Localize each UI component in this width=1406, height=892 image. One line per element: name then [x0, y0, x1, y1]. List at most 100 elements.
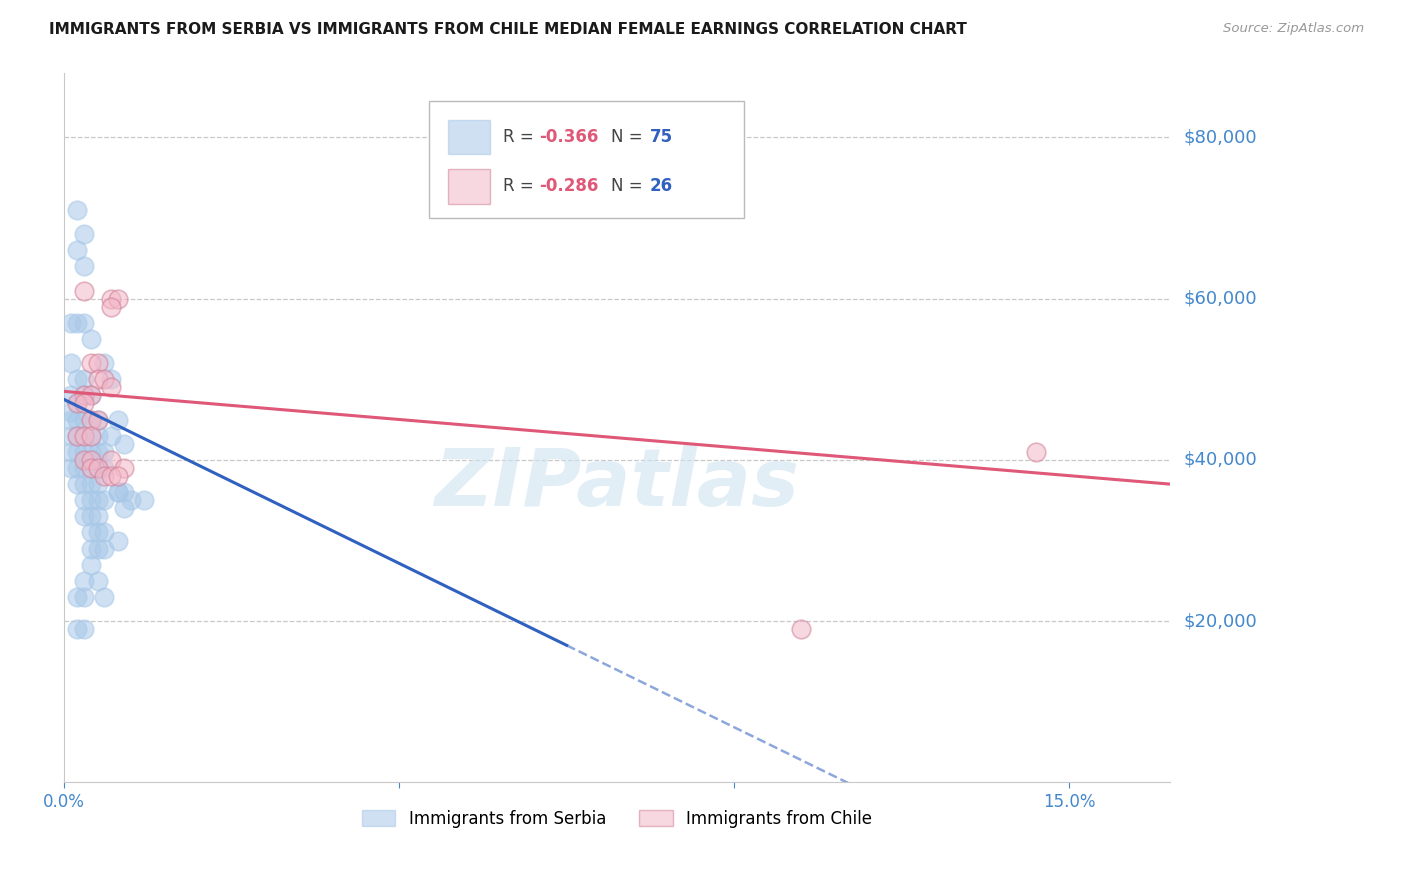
FancyBboxPatch shape — [447, 120, 489, 153]
Point — [86, 412, 108, 426]
Point — [73, 260, 96, 274]
Point — [80, 477, 103, 491]
Text: $20,000: $20,000 — [1184, 612, 1257, 630]
Point — [80, 461, 103, 475]
Point — [86, 509, 108, 524]
Point — [80, 453, 103, 467]
Point — [100, 372, 122, 386]
Text: R =: R = — [503, 128, 538, 145]
Point — [112, 485, 135, 500]
Point — [73, 412, 96, 426]
Text: Source: ZipAtlas.com: Source: ZipAtlas.com — [1223, 22, 1364, 36]
Text: 26: 26 — [650, 178, 673, 195]
Point — [93, 493, 115, 508]
Point — [80, 428, 103, 442]
Point — [73, 477, 96, 491]
Point — [73, 453, 96, 467]
Point — [80, 356, 103, 370]
Point — [86, 372, 108, 386]
Point — [66, 590, 89, 604]
Point — [100, 453, 122, 467]
Point — [66, 396, 89, 410]
Text: IMMIGRANTS FROM SERBIA VS IMMIGRANTS FROM CHILE MEDIAN FEMALE EARNINGS CORRELATI: IMMIGRANTS FROM SERBIA VS IMMIGRANTS FRO… — [49, 22, 967, 37]
Point — [86, 356, 108, 370]
Point — [80, 509, 103, 524]
Point — [59, 428, 82, 442]
Point — [86, 493, 108, 508]
Point — [86, 428, 108, 442]
Point — [86, 412, 108, 426]
Point — [80, 388, 103, 402]
Point — [59, 316, 82, 330]
Point — [80, 525, 103, 540]
Point — [59, 412, 82, 426]
Point — [80, 412, 103, 426]
Point — [790, 622, 813, 636]
Point — [59, 356, 82, 370]
Point — [100, 300, 122, 314]
Point — [80, 493, 103, 508]
Point — [86, 525, 108, 540]
Point — [66, 412, 89, 426]
Point — [107, 412, 129, 426]
Point — [86, 574, 108, 588]
Text: R =: R = — [503, 178, 538, 195]
Point — [93, 525, 115, 540]
Point — [93, 469, 115, 483]
Point — [73, 428, 96, 442]
Point — [73, 509, 96, 524]
Point — [107, 533, 129, 548]
Point — [73, 574, 96, 588]
Point — [100, 292, 122, 306]
Point — [80, 541, 103, 556]
Point — [93, 372, 115, 386]
FancyBboxPatch shape — [447, 169, 489, 203]
Point — [107, 292, 129, 306]
Point — [93, 445, 115, 459]
Point — [66, 316, 89, 330]
Point — [80, 428, 103, 442]
Point — [66, 244, 89, 258]
Text: $60,000: $60,000 — [1184, 290, 1257, 308]
Text: N =: N = — [612, 128, 648, 145]
Text: -0.286: -0.286 — [540, 178, 599, 195]
Point — [66, 622, 89, 636]
Point — [86, 461, 108, 475]
Point — [80, 332, 103, 346]
Point — [80, 445, 103, 459]
Point — [73, 396, 96, 410]
Point — [73, 428, 96, 442]
Point — [73, 461, 96, 475]
Point — [112, 437, 135, 451]
Point — [73, 388, 96, 402]
FancyBboxPatch shape — [429, 102, 744, 219]
Point — [66, 428, 89, 442]
Point — [80, 461, 103, 475]
Point — [73, 590, 96, 604]
Point — [73, 227, 96, 242]
Point — [59, 461, 82, 475]
Point — [66, 372, 89, 386]
Point — [100, 380, 122, 394]
Point — [93, 590, 115, 604]
Point — [66, 202, 89, 217]
Point — [134, 493, 156, 508]
Point — [59, 445, 82, 459]
Point — [73, 316, 96, 330]
Legend: Immigrants from Serbia, Immigrants from Chile: Immigrants from Serbia, Immigrants from … — [356, 803, 879, 834]
Point — [112, 461, 135, 475]
Point — [80, 412, 103, 426]
Point — [66, 445, 89, 459]
Point — [80, 558, 103, 572]
Point — [66, 461, 89, 475]
Point — [73, 388, 96, 402]
Point — [73, 493, 96, 508]
Point — [59, 404, 82, 418]
Point — [93, 461, 115, 475]
Text: N =: N = — [612, 178, 648, 195]
Point — [107, 469, 129, 483]
Text: $80,000: $80,000 — [1184, 128, 1257, 146]
Point — [1025, 445, 1047, 459]
Point — [80, 388, 103, 402]
Point — [66, 428, 89, 442]
